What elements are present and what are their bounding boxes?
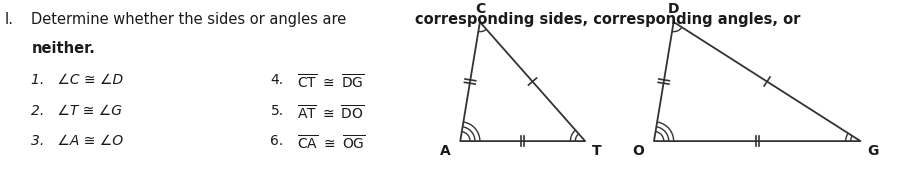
Text: $\overline{\mathrm{AT}}$ $\cong$ $\overline{\mathrm{DO}}$: $\overline{\mathrm{AT}}$ $\cong$ $\overl… xyxy=(297,104,364,123)
Text: 2.   ∠T ≅ ∠G: 2. ∠T ≅ ∠G xyxy=(32,104,122,118)
Text: D: D xyxy=(668,2,680,16)
Text: I.: I. xyxy=(4,12,13,27)
Text: neither.: neither. xyxy=(32,41,95,56)
Text: 4.: 4. xyxy=(270,73,284,87)
Text: 5.: 5. xyxy=(270,104,284,118)
Text: corresponding sides, corresponding angles, or: corresponding sides, corresponding angle… xyxy=(415,12,800,27)
Text: 1.   ∠C ≅ ∠D: 1. ∠C ≅ ∠D xyxy=(32,73,123,87)
Text: 3.   ∠A ≅ ∠O: 3. ∠A ≅ ∠O xyxy=(32,134,123,148)
Text: G: G xyxy=(868,144,878,158)
Text: C: C xyxy=(475,2,485,16)
Text: 6.: 6. xyxy=(270,134,284,148)
Text: $\overline{\mathrm{CT}}$ $\cong$ $\overline{\mathrm{DG}}$: $\overline{\mathrm{CT}}$ $\cong$ $\overl… xyxy=(297,73,364,92)
Text: A: A xyxy=(440,144,450,158)
Text: Determine whether the sides or angles are: Determine whether the sides or angles ar… xyxy=(32,12,351,27)
Text: O: O xyxy=(633,144,644,158)
Text: T: T xyxy=(592,144,601,158)
Text: $\overline{\mathrm{CA}}$ $\cong$ $\overline{\mathrm{OG}}$: $\overline{\mathrm{CA}}$ $\cong$ $\overl… xyxy=(297,134,365,153)
